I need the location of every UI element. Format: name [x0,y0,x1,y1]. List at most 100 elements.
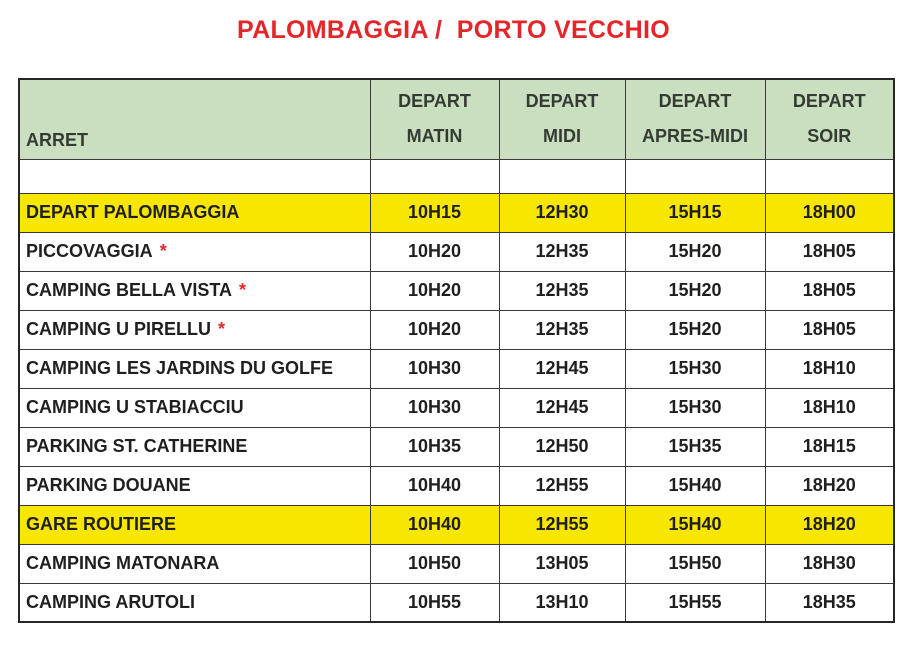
time-cell-soir: 18H35 [764,582,895,623]
time-cell-midi: 12H50 [498,426,626,467]
time-cell-apres-midi: 15H20 [624,309,766,350]
time-cell-midi: 12H45 [498,348,626,389]
time-cell-soir: 18H10 [764,387,895,428]
stop-label: PARKING ST. CATHERINE [26,436,248,456]
stop-label: CAMPING BELLA VISTA [26,280,232,300]
asterisk-marker: * [159,241,167,261]
stop-cell: PICCOVAGGIA * [18,231,371,272]
stop-label: CAMPING ARUTOLI [26,591,195,612]
time-cell-soir [764,158,895,194]
time-cell-matin: 10H55 [369,582,500,623]
column-header-depart-apres-midi-top: DEPART [658,91,732,112]
table-row: DEPART PALOMBAGGIA 10H15 12H30 15H15 18H… [18,192,895,233]
time-cell-matin: 10H40 [369,465,500,506]
time-cell-midi: 13H10 [498,582,626,623]
time-cell-soir: 18H05 [764,309,895,350]
stop-cell: PARKING DOUANE [18,465,371,506]
time-cell-soir: 18H20 [764,465,895,506]
stop-cell: CAMPING LES JARDINS DU GOLFE [18,348,371,389]
time-cell-midi: 12H55 [498,465,626,506]
stop-label: PARKING DOUANE [26,475,191,495]
stop-label: PICCOVAGGIA [26,241,153,261]
time-cell-apres-midi: 15H35 [624,426,766,467]
asterisk-marker: * [239,280,247,300]
stop-cell: CAMPING BELLA VISTA * [18,270,371,311]
time-cell-matin: 10H20 [369,309,500,350]
time-cell-apres-midi: 15H20 [624,231,766,272]
stop-cell: GARE ROUTIERE [18,504,371,545]
time-cell-matin: 10H30 [369,348,500,389]
time-cell-matin: 10H30 [369,387,500,428]
time-cell-apres-midi: 15H55 [624,582,766,623]
time-cell-matin: 10H50 [369,543,500,584]
time-cell-apres-midi: 15H20 [624,270,766,311]
stop-label: DEPART PALOMBAGGIA [26,202,240,222]
time-cell-apres-midi: 15H50 [624,543,766,584]
time-cell-apres-midi: 15H30 [624,348,766,389]
stop-cell [18,158,371,194]
time-cell-midi: 12H35 [498,270,626,311]
column-header-depart-apres-midi: DEPART APRES-MIDI [624,78,766,160]
table-row: CAMPING ARUTOLI 10H55 13H10 15H55 18H35 [18,582,895,623]
column-header-depart-soir-top: DEPART [792,91,866,112]
page-title: PALOMBAGGIA / PORTO VECCHIO [237,16,670,44]
stop-cell: CAMPING U STABIACCIU [18,387,371,428]
table-row: CAMPING U PIRELLU * 10H20 12H35 15H20 18H… [18,309,895,350]
stop-label: CAMPING MATONARA [26,553,220,573]
time-cell-midi: 12H35 [498,231,626,272]
column-header-depart-soir: DEPART SOIR [764,78,895,160]
time-cell-apres-midi: 15H40 [624,465,766,506]
time-cell-soir: 18H30 [764,543,895,584]
column-header-depart-soir-bottom: SOIR [807,126,852,147]
table-row: PARKING DOUANE 10H40 12H55 15H40 18H20 [18,465,895,506]
column-header-depart-matin-top: DEPART [398,91,471,112]
time-cell-soir: 18H20 [764,504,895,545]
time-cell-midi: 12H30 [498,192,626,233]
time-cell-apres-midi: 15H40 [624,504,766,545]
header-row: ARRET DEPART MATIN DEPART MIDI DEPART AP… [18,78,895,160]
time-cell-soir: 18H05 [764,270,895,311]
stop-label: CAMPING U STABIACCIU [26,397,244,417]
time-cell-apres-midi [624,158,766,194]
stop-cell: CAMPING MATONARA [18,543,371,584]
asterisk-marker: * [218,319,226,339]
time-cell-midi: 12H55 [498,504,626,545]
table-row: PICCOVAGGIA * 10H20 12H35 15H20 18H05 [18,231,895,272]
time-cell-soir: 18H15 [764,426,895,467]
time-cell-midi: 13H05 [498,543,626,584]
stop-label: CAMPING LES JARDINS DU GOLFE [26,358,334,378]
column-header-arret-label: ARRET [26,129,88,150]
column-header-depart-midi-top: DEPART [525,91,599,112]
stop-cell: DEPART PALOMBAGGIA [18,192,371,233]
stop-cell: CAMPING U PIRELLU * [18,309,371,350]
stop-cell: CAMPING ARUTOLI [18,582,371,623]
time-cell-matin: 10H35 [369,426,500,467]
time-cell-apres-midi: 15H30 [624,387,766,428]
time-cell-soir: 18H05 [764,231,895,272]
time-cell-matin: 10H40 [369,504,500,545]
table-row: CAMPING LES JARDINS DU GOLFE 10H30 12H45… [18,348,895,389]
stop-label: GARE ROUTIERE [26,514,177,534]
table-row: PARKING ST. CATHERINE 10H35 12H50 15H35 … [18,426,895,467]
schedule-body: DEPART PALOMBAGGIA 10H15 12H30 15H15 18H… [18,158,895,623]
time-cell-midi: 12H35 [498,309,626,350]
column-header-depart-midi-bottom: MIDI [543,126,581,147]
stop-label: CAMPING U PIRELLU [26,319,212,339]
time-cell-matin: 10H20 [369,270,500,311]
time-cell-soir: 18H00 [764,192,895,233]
stop-cell: PARKING ST. CATHERINE [18,426,371,467]
table-row: CAMPING BELLA VISTA * 10H20 12H35 15H20 1… [18,270,895,311]
time-cell-matin: 10H15 [369,192,500,233]
column-header-depart-matin: DEPART MATIN [369,78,500,160]
column-header-depart-midi: DEPART MIDI [498,78,626,160]
time-cell-matin [369,158,500,194]
column-header-depart-matin-bottom: MATIN [406,126,463,147]
time-cell-matin: 10H20 [369,231,500,272]
table-row: CAMPING U STABIACCIU 10H30 12H45 15H30 1… [18,387,895,428]
time-cell-midi [498,158,626,194]
time-cell-midi: 12H45 [498,387,626,428]
table-row: GARE ROUTIERE 10H40 12H55 15H40 18H20 [18,504,895,545]
column-header-depart-apres-midi-bottom: APRES-MIDI [641,126,748,147]
schedule-table: ARRET DEPART MATIN DEPART MIDI DEPART AP… [18,78,895,623]
